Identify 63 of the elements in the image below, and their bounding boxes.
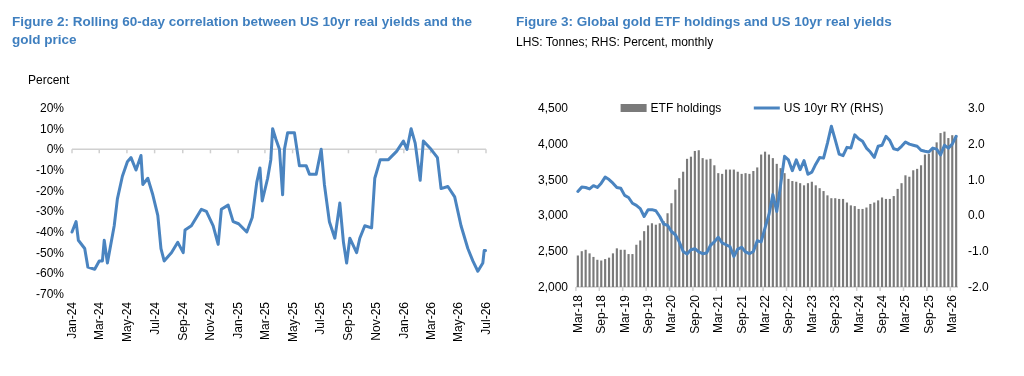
y-tick-label: 4,000	[537, 136, 569, 151]
y-axis-title: Percent	[28, 73, 71, 87]
x-tick-label: Sep-25	[341, 301, 356, 341]
y-tick-label: -10%	[35, 163, 65, 177]
y-tick-label: 4,500	[537, 101, 569, 115]
x-tick-label: Sep-25	[921, 294, 936, 334]
x-tick-label: Mar-24	[851, 294, 866, 334]
x-tick-label: Sep-24	[175, 301, 190, 341]
chart-title: Figure 3: Global gold ETF holdings and US 10yr real yields	[516, 14, 892, 29]
x-tick-label: Mar-18	[570, 294, 585, 334]
x-tick-label: Jan-24	[65, 301, 79, 339]
x-tick-label: Mar-24	[92, 301, 107, 341]
x-tick-label: Sep-20	[687, 294, 702, 334]
x-tick-label: May-24	[119, 301, 134, 343]
y-tick-label: -70%	[35, 287, 65, 301]
x-tick-label: Sep-19	[641, 294, 656, 334]
x-tick-label: Nov-24	[203, 301, 218, 341]
x-tick-label: Sep-21	[734, 294, 749, 334]
x-tick-label: Mar-22	[758, 294, 773, 334]
x-tick-label: Sep-18	[594, 294, 609, 334]
y-tick-label: 3,000	[537, 208, 569, 223]
x-tick-label: Jan-26	[396, 301, 411, 339]
y-tick-label: 2,500	[537, 244, 569, 259]
chart-subtitle: LHS: Tonnes; RHS: Percent, monthly	[516, 35, 714, 49]
x-tick-label: Mar-19	[617, 294, 632, 334]
y2-tick-label: -1.0	[968, 244, 989, 259]
x-tick-label: Mar-25	[257, 301, 272, 341]
x-tick-label: Jul-24	[147, 301, 162, 335]
y2-tick-label: 3.0	[968, 101, 986, 115]
line-series	[70, 127, 488, 273]
y-tick-label: -60%	[35, 266, 65, 281]
x-tick-label: Sep-22	[781, 294, 796, 334]
y-tick-label: 20%	[39, 101, 65, 115]
x-tick-label: Jul-26	[479, 301, 493, 335]
legend-label: US 10yr RY (RHS)	[783, 101, 884, 115]
x-tick-label: Mar-25	[898, 294, 913, 334]
y-tick-label: 0%	[46, 142, 65, 157]
y-tick-label: 3,500	[537, 172, 569, 187]
x-tick-label: Mar-26	[423, 301, 438, 341]
y2-tick-label: 2.0	[968, 136, 986, 151]
y-tick-label: -20%	[35, 183, 65, 198]
x-tick-label: Mar-23	[804, 294, 819, 334]
x-tick-label: Mar-26	[945, 294, 960, 334]
x-tick-label: Jul-25	[313, 301, 328, 335]
x-tick-label: May-25	[285, 301, 300, 343]
x-tick-label: Mar-20	[664, 294, 679, 334]
y-tick-label: -40%	[35, 225, 65, 239]
x-tick-label: Jan-25	[231, 301, 246, 339]
line-series	[576, 124, 958, 259]
y-tick-label: 10%	[39, 121, 65, 136]
x-tick-label: Mar-21	[711, 294, 726, 334]
x-tick-label: Nov-25	[369, 301, 384, 341]
chart-title: Figure 2: Rolling 60-day correlation between US 10yr real yields and the gold price	[12, 14, 473, 47]
x-tick-label: May-26	[451, 301, 466, 343]
x-tick-label: Sep-24	[875, 294, 890, 334]
y-tick-label: -30%	[35, 204, 65, 219]
y2-tick-label: 1.0	[968, 172, 986, 187]
y-tick-label: 2,000	[537, 280, 569, 294]
legend-label: ETF holdings	[650, 101, 722, 115]
y-tick-label: -50%	[35, 245, 65, 260]
y2-tick-label: 0.0	[968, 208, 986, 223]
y2-tick-label: -2.0	[968, 280, 989, 294]
x-tick-label: Sep-23	[828, 294, 843, 334]
